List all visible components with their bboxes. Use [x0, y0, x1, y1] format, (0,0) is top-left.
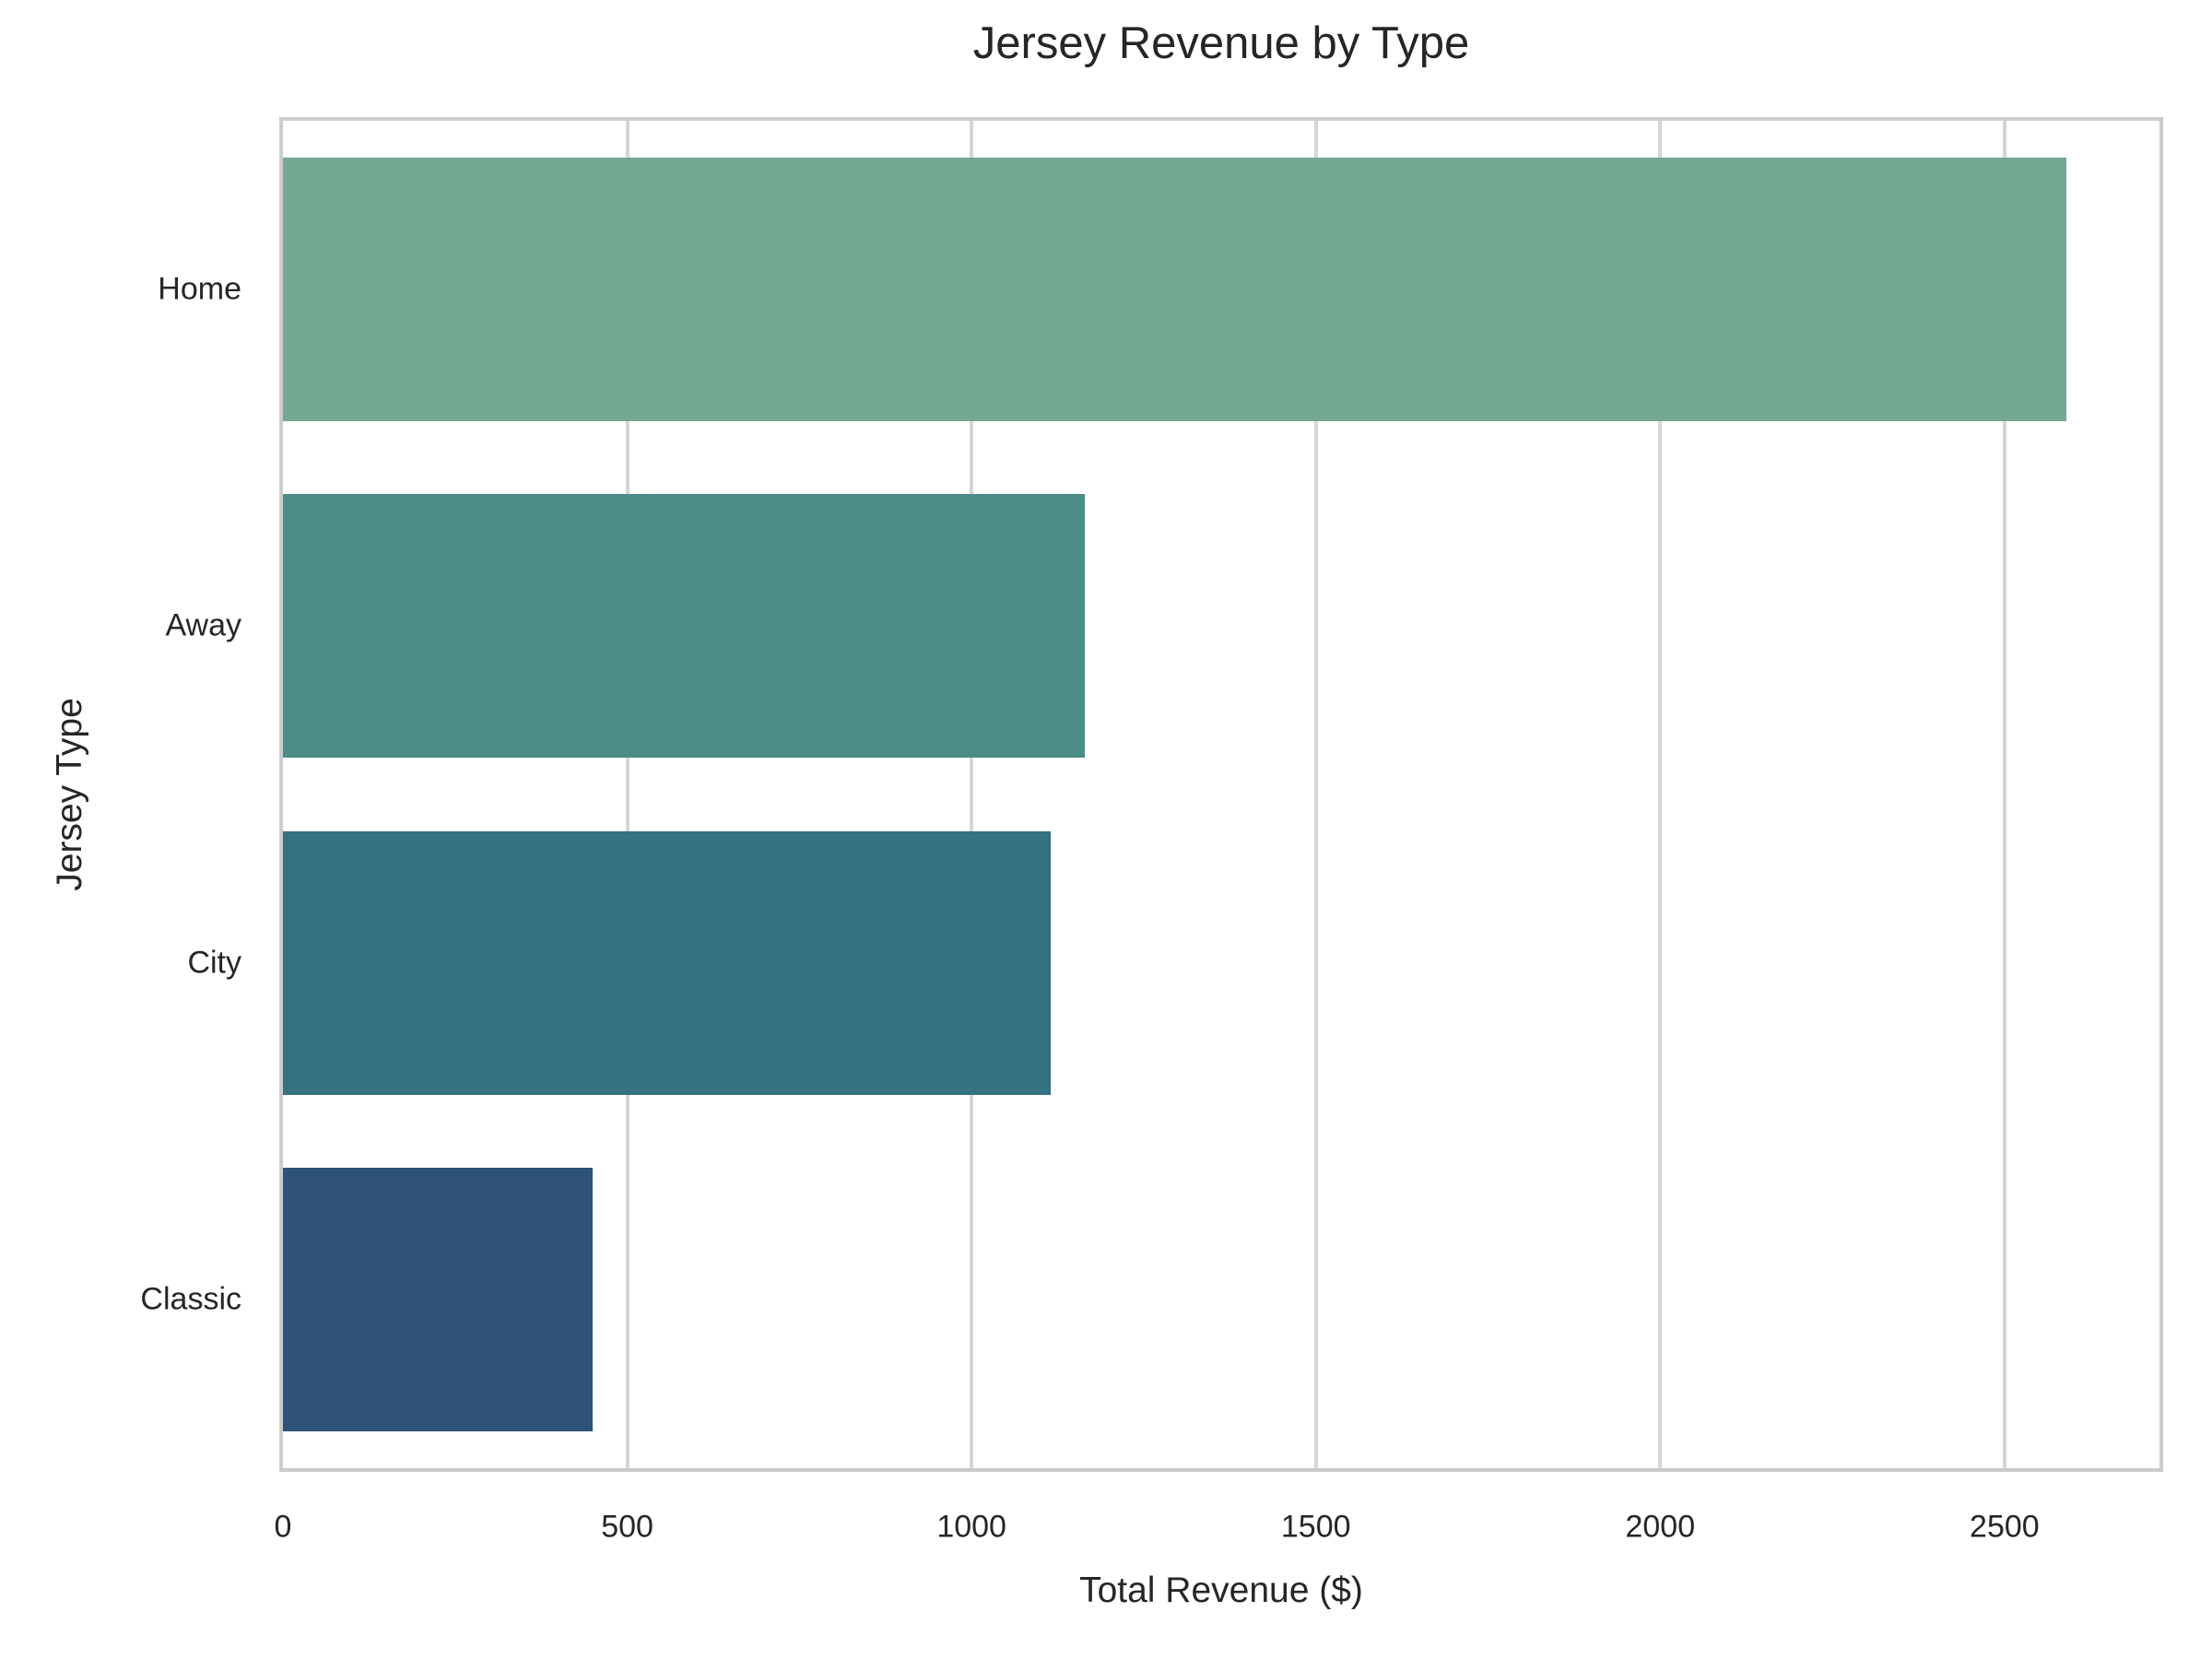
ytick-label-home: Home — [158, 271, 241, 307]
x-axis-label: Total Revenue ($) — [1079, 1571, 1363, 1610]
xtick-label-0: 0 — [274, 1509, 292, 1545]
xtick-label-1500: 1500 — [1280, 1509, 1351, 1545]
chart-title: Jersey Revenue by Type — [972, 18, 1470, 68]
xtick-label-2500: 2500 — [1970, 1509, 2040, 1545]
gridline-x-1000 — [970, 121, 974, 1468]
bar-city — [283, 830, 1052, 1095]
bar-away — [283, 494, 1086, 759]
gridline-x-2500 — [2002, 121, 2006, 1468]
ytick-label-classic: Classic — [140, 1281, 241, 1317]
bar-classic — [283, 1168, 594, 1432]
xtick-label-500: 500 — [601, 1509, 653, 1545]
ytick-label-away: Away — [165, 607, 241, 643]
gridline-x-2000 — [1658, 121, 1663, 1468]
xtick-label-1000: 1000 — [936, 1509, 1006, 1545]
gridline-x-500 — [625, 121, 629, 1468]
bar-home — [283, 157, 2067, 421]
ytick-label-city: City — [187, 945, 241, 981]
xtick-label-2000: 2000 — [1625, 1509, 1696, 1545]
y-axis-label: Jersey Type — [50, 698, 89, 891]
plot-area — [279, 117, 2163, 1472]
gridline-x-1500 — [1313, 121, 1318, 1468]
